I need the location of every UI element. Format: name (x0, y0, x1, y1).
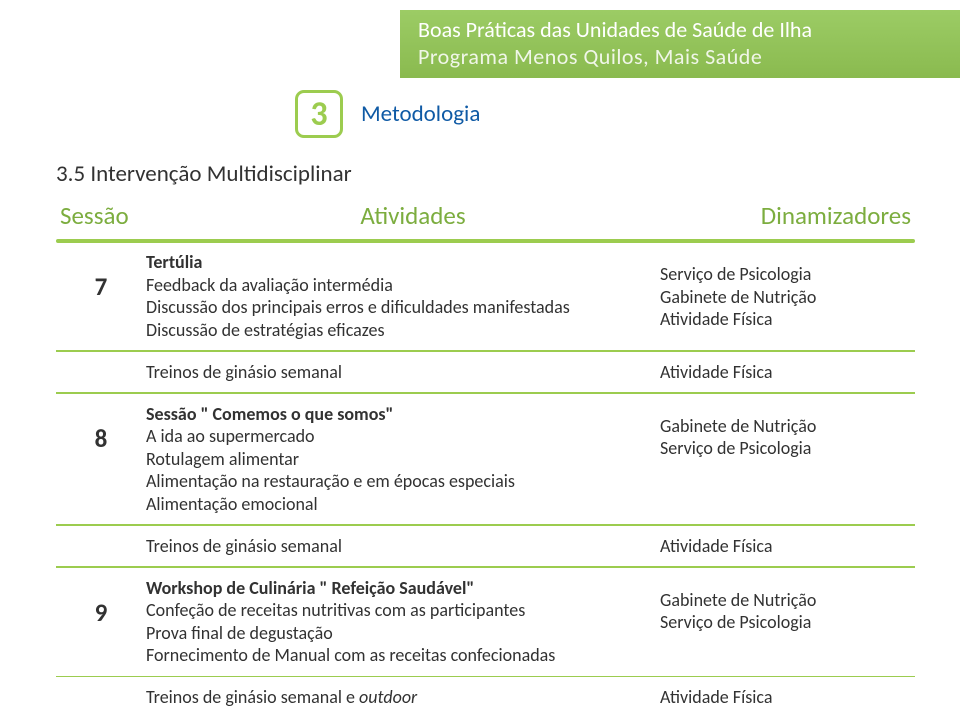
session-number: 9 (56, 577, 146, 628)
facilitators-cell: Serviço de PsicologiaGabinete de Nutriçã… (660, 251, 915, 331)
activities-cell: TertúliaFeedback da avaliação intermédia… (146, 251, 660, 341)
table-row: 7TertúliaFeedback da avaliação intermédi… (56, 245, 915, 347)
header-line2: Programa Menos Quilos, Mais Saúde (418, 43, 942, 70)
activities-cell: Treinos de ginásio semanal e outdoor (146, 686, 660, 709)
facilitators-cell: Atividade Física (660, 686, 915, 709)
table-separator (56, 566, 915, 568)
header-banner: Boas Práticas das Unidades de Saúde de I… (400, 10, 960, 78)
table-row: 9Workshop de Culinária " Refeição Saudáv… (56, 571, 915, 673)
facilitators-cell: Gabinete de NutriçãoServiço de Psicologi… (660, 403, 915, 460)
table-body: 7TertúliaFeedback da avaliação intermédi… (56, 239, 915, 715)
activities-cell: Treinos de ginásio semanal (146, 535, 660, 558)
table-header-row: Sessão Atividades Dinamizadores (56, 200, 915, 237)
session-number: 8 (56, 403, 146, 454)
section-number-badge: 3 (295, 90, 343, 138)
table-separator (56, 239, 915, 243)
activities-cell: Treinos de ginásio semanal (146, 361, 660, 384)
table-separator (56, 524, 915, 526)
table-separator (56, 350, 915, 352)
table-row: Treinos de ginásio semanalAtividade Físi… (56, 529, 915, 564)
table-row: 8Sessão " Comemos o que somos"A ida ao s… (56, 397, 915, 522)
col-header-dinamizadores: Dinamizadores (660, 200, 915, 231)
table-separator (56, 392, 915, 394)
section-row: 3 Metodologia (0, 92, 960, 136)
facilitators-cell: Atividade Física (660, 361, 915, 384)
section-title: Metodologia (361, 100, 480, 128)
col-header-atividades: Atividades (166, 200, 660, 231)
facilitators-cell: Atividade Física (660, 535, 915, 558)
table-row: Treinos de ginásio semanal e outdoorAtiv… (56, 680, 915, 715)
table-separator (56, 676, 915, 678)
activities-cell: Workshop de Culinária " Refeição Saudáve… (146, 577, 660, 667)
activities-cell: Sessão " Comemos o que somos"A ida ao su… (146, 403, 660, 516)
activities-table: Sessão Atividades Dinamizadores 7Tertúli… (56, 200, 915, 715)
col-header-sessao: Sessão (56, 200, 166, 231)
facilitators-cell: Gabinete de NutriçãoServiço de Psicologi… (660, 577, 915, 634)
page-subtitle: 3.5 Intervenção Multidisciplinar (56, 160, 352, 188)
header-line1: Boas Práticas das Unidades de Saúde de I… (418, 16, 942, 43)
session-number: 7 (56, 251, 146, 302)
table-row: Treinos de ginásio semanalAtividade Físi… (56, 355, 915, 390)
